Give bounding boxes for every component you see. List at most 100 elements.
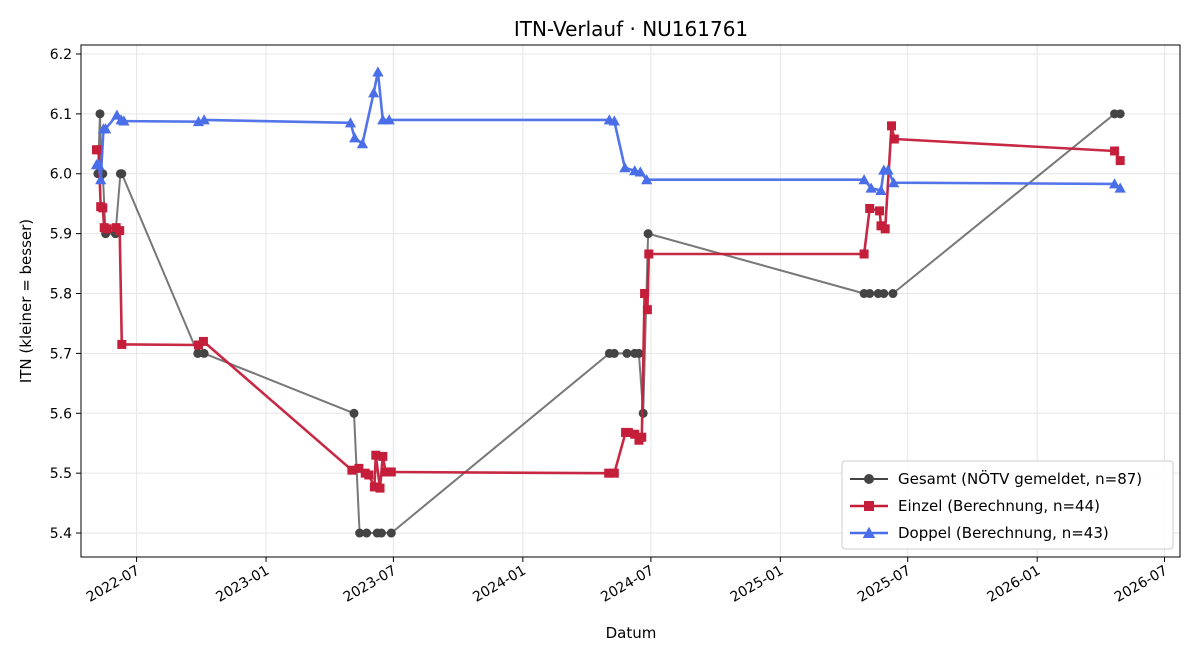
data-point: [102, 224, 112, 234]
plot-frame: [80, 44, 1181, 558]
legend-swatch-marker: [864, 501, 874, 511]
data-point: [879, 289, 889, 299]
data-point: [376, 528, 386, 538]
y-axis: 5.4 5.5 5.6 5.7 5.8 5.9 6.0 6.1 6.2: [50, 47, 81, 542]
x-axis-label: Datum: [606, 624, 657, 642]
data-point: [356, 138, 369, 149]
data-point: [347, 465, 357, 475]
data-point: [1108, 178, 1121, 189]
data-point: [354, 463, 364, 473]
data-point: [630, 429, 640, 439]
data-point: [362, 528, 372, 538]
series-square: [91, 121, 1125, 493]
data-point: [369, 482, 379, 492]
legend-label: Gesamt (NÖTV gemeldet, n=87): [898, 469, 1142, 488]
data-point: [865, 182, 877, 193]
data-point: [641, 174, 653, 185]
data-point: [349, 132, 361, 143]
data-point: [117, 339, 127, 349]
data-point: [859, 249, 869, 259]
data-point: [888, 289, 898, 299]
data-point: [888, 177, 900, 188]
data-point: [1114, 182, 1126, 193]
y-tick-label: 5.8: [50, 287, 72, 303]
y-tick-label: 5.4: [50, 526, 72, 542]
y-tick-label: 6.0: [50, 167, 72, 183]
data-point: [865, 289, 875, 299]
data-point: [198, 114, 210, 125]
data-point: [875, 206, 885, 216]
data-point: [117, 169, 127, 179]
data-point: [349, 408, 359, 418]
legend-item: Gesamt (NÖTV gemeldet, n=87): [850, 469, 1142, 488]
data-point: [642, 305, 652, 315]
data-point: [875, 184, 887, 196]
data-point: [1115, 109, 1125, 119]
data-point: [889, 134, 899, 144]
legend-item: Doppel (Berechnung, n=43): [850, 524, 1109, 542]
data-point: [608, 115, 620, 126]
data-point: [640, 289, 650, 299]
data-point: [94, 145, 104, 155]
data-point: [386, 467, 396, 477]
data-point: [100, 123, 112, 134]
data-point: [643, 229, 653, 239]
y-tick-label: 5.9: [50, 227, 72, 243]
data-point: [193, 348, 203, 358]
y-tick-label: 6.1: [50, 107, 72, 123]
data-point: [634, 166, 646, 177]
data-point: [364, 470, 374, 480]
data-point: [344, 117, 357, 128]
data-point: [609, 348, 619, 358]
legend: Gesamt (NÖTV gemeldet, n=87) Einzel (Bere…: [841, 460, 1174, 550]
y-tick-label: 5.6: [50, 406, 72, 422]
data-point: [381, 467, 391, 477]
legend-swatch-marker: [862, 526, 876, 538]
y-tick-label: 6.2: [50, 47, 72, 63]
data-point: [622, 348, 632, 358]
data-point: [619, 162, 631, 173]
chart-title: ITN-Verlauf · NU161761: [514, 17, 748, 41]
data-point: [880, 224, 890, 234]
data-point: [609, 468, 619, 478]
data-point: [198, 336, 208, 346]
data-point: [115, 226, 125, 236]
data-point: [623, 427, 633, 437]
data-point: [865, 203, 875, 213]
data-point: [95, 109, 105, 119]
data-point: [858, 174, 870, 185]
data-point: [378, 451, 388, 461]
data-point: [355, 528, 365, 538]
series-triangle: [90, 66, 1126, 196]
data-point: [193, 340, 203, 350]
data-point: [368, 87, 380, 98]
data-point: [386, 528, 396, 538]
y-axis-label: ITN (kleiner = besser): [17, 219, 35, 383]
data-point: [882, 164, 894, 175]
data-point: [371, 450, 381, 460]
data-point: [92, 159, 105, 170]
data-point: [644, 249, 654, 259]
legend-item: Einzel (Berechnung, n=44): [850, 497, 1100, 515]
data-point: [1115, 156, 1125, 166]
data-point: [98, 203, 108, 213]
data-point: [634, 348, 644, 358]
legend-label: Einzel (Berechnung, n=44): [898, 497, 1100, 515]
data-point: [199, 348, 209, 358]
legend-swatch-marker: [864, 474, 874, 484]
data-point: [118, 115, 130, 126]
data-point: [372, 66, 384, 77]
data-point: [604, 468, 614, 478]
data-point: [637, 432, 647, 442]
data-point: [95, 174, 107, 185]
legend-label: Doppel (Berechnung, n=43): [898, 524, 1109, 542]
y-tick-label: 5.5: [50, 466, 72, 482]
data-point: [375, 483, 385, 493]
data-point: [383, 114, 395, 125]
data-point: [887, 121, 897, 131]
series-layer: [90, 66, 1126, 538]
legend-box: [841, 460, 1174, 550]
data-point: [1110, 146, 1120, 156]
